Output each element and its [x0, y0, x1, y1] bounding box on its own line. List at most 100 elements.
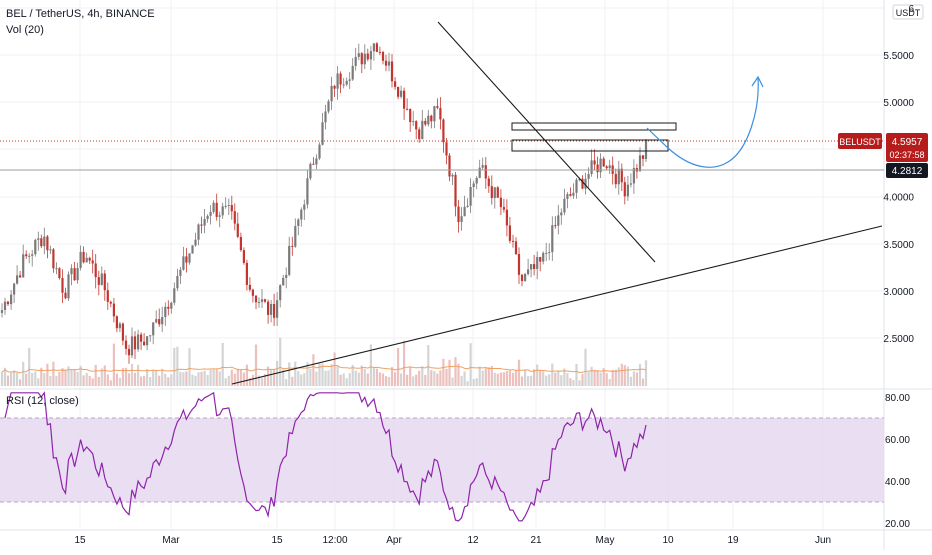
time-axis-labels: 15 Mar 15 12:00 Apr 12 21 May 10 19 Jun	[74, 535, 831, 546]
volume-bar	[137, 364, 140, 386]
candle-body	[94, 263, 97, 278]
candle-body	[185, 256, 188, 263]
candle-body	[593, 160, 596, 165]
volume-bar	[55, 375, 58, 386]
candle-body	[327, 101, 330, 112]
candle-body	[557, 215, 560, 226]
volume-bar	[602, 368, 605, 386]
volume-bar	[303, 373, 306, 386]
volume-bar	[457, 363, 460, 386]
reference-price-value: 4.2812	[892, 166, 923, 177]
candle-body	[179, 269, 182, 276]
volume-bar	[3, 367, 7, 386]
volume-bar	[384, 376, 388, 386]
rsi-axis-labels: 80.00 60.00 40.00 20.00	[885, 393, 910, 530]
volume-bar	[52, 361, 55, 386]
volume-bar	[182, 372, 185, 386]
time-tick-4: Apr	[386, 535, 402, 546]
volume-bar	[257, 375, 261, 386]
volume-bar	[19, 379, 22, 386]
candle-body	[16, 275, 19, 284]
volume-bar	[614, 369, 617, 386]
candle-body	[309, 163, 312, 179]
volume-bar	[638, 363, 642, 386]
volume-ma-line	[1, 364, 647, 374]
candle-body	[251, 289, 254, 296]
volume-bar	[345, 378, 348, 386]
last-price-tag	[886, 133, 928, 162]
volume-bar	[584, 348, 587, 386]
volume-bar	[635, 372, 638, 386]
candle-body	[315, 158, 318, 165]
volume-legend[interactable]: Vol (20)	[6, 24, 44, 36]
volume-bar	[524, 369, 527, 386]
candle-body	[191, 245, 194, 254]
volume-bar	[400, 373, 403, 386]
volume-bar	[321, 363, 324, 386]
candle-body	[276, 300, 279, 318]
candle-body	[28, 255, 31, 257]
candle-body	[239, 236, 242, 251]
candle-body	[55, 268, 58, 270]
candle-body	[466, 205, 469, 207]
currency-badge-label: USDT	[896, 8, 921, 18]
volume-bar	[551, 363, 554, 386]
currency-badge[interactable]	[892, 4, 924, 20]
volume-bar	[415, 374, 418, 386]
volume-bar	[315, 371, 318, 386]
ascending-trendline[interactable]	[231, 225, 883, 385]
volume-bar	[409, 367, 412, 386]
volume-bar	[617, 367, 620, 386]
candle-body	[345, 80, 348, 85]
volume-bar	[127, 373, 131, 386]
volume-bar	[140, 376, 143, 386]
volume-bar	[644, 360, 648, 386]
volume-bar	[300, 374, 303, 386]
candle-body	[400, 90, 403, 97]
volume-bar	[254, 344, 258, 386]
rsi-legend[interactable]: RSI (12, close)	[6, 395, 79, 407]
volume-bar	[514, 369, 518, 386]
volume-bar	[224, 378, 227, 386]
resistance-zone-lower[interactable]	[511, 139, 669, 152]
volume-bar	[378, 372, 381, 386]
volume-bar	[297, 371, 300, 386]
volume-bar	[539, 370, 542, 386]
candle-body	[484, 165, 487, 179]
candle-body	[554, 225, 557, 227]
volume-bar	[185, 371, 188, 386]
volume-bar	[360, 365, 363, 386]
projection-arrow[interactable]	[646, 77, 759, 168]
volume-bar	[176, 346, 179, 386]
candle-body	[481, 165, 484, 168]
volume-bar	[85, 372, 88, 386]
candle-body	[369, 51, 372, 60]
candle-body	[118, 323, 121, 329]
volume-bar	[427, 345, 430, 386]
volume-bar	[43, 373, 46, 386]
candle-body	[626, 184, 629, 197]
resistance-zone-upper[interactable]	[511, 122, 677, 131]
volume-bar	[236, 368, 239, 386]
bar-countdown: 02:37:58	[889, 150, 924, 160]
candle-body	[200, 224, 203, 226]
candle-body	[394, 81, 397, 87]
volume-bar	[517, 359, 521, 386]
candle-body	[424, 120, 427, 125]
candle-body	[133, 336, 137, 350]
candle-body	[330, 85, 333, 102]
volume-bar	[233, 373, 236, 386]
descending-trendline[interactable]	[437, 21, 656, 263]
candle-body	[109, 301, 112, 304]
volume-bar	[611, 369, 614, 386]
symbol-title[interactable]: BEL / TetherUS, 4h, BINANCE	[6, 8, 155, 20]
volume-bar	[37, 378, 40, 386]
volume-bar	[605, 373, 608, 386]
candle-body	[233, 211, 236, 224]
rsi-tick-1: 60.00	[885, 435, 910, 446]
candle-body	[182, 256, 185, 270]
volume-bar	[487, 367, 490, 386]
candle-body	[158, 319, 161, 325]
candle-body	[602, 158, 605, 167]
